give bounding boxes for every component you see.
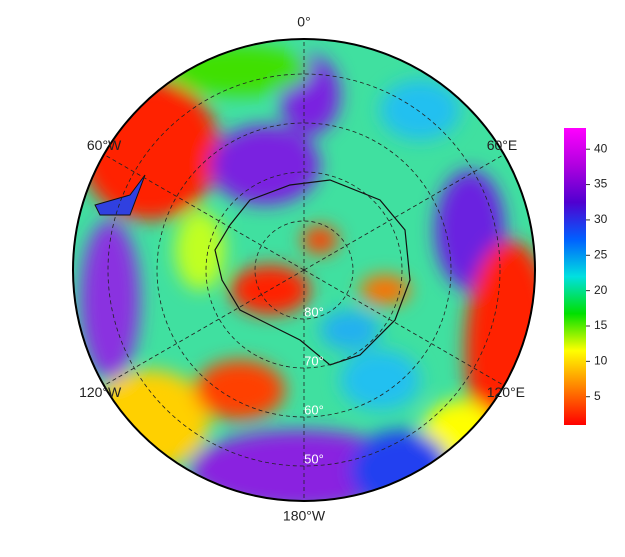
map-border xyxy=(72,38,536,502)
colorbar-tick-label: 15 xyxy=(594,318,608,332)
latitude-label: 70° xyxy=(304,353,324,368)
colorbar-tick-label: 10 xyxy=(594,354,608,368)
latitude-label: 80° xyxy=(304,304,324,319)
latitude-circle xyxy=(156,122,452,418)
longitude-label: 120°W xyxy=(79,384,122,400)
latitude-label: 60° xyxy=(304,402,324,417)
longitude-label: 180°W xyxy=(283,508,326,524)
latitude-circle xyxy=(107,73,501,467)
labels: 80° 70° 60° 50° 0° 60°E 120°E 180°W 120°W 60°W xyxy=(79,14,525,524)
colorbar-tick-label: 5 xyxy=(594,389,601,403)
colorbar-tick-label: 25 xyxy=(594,247,608,261)
longitude-label: 0° xyxy=(297,14,310,30)
longitude-label: 60°E xyxy=(487,137,518,153)
latitude-label: 50° xyxy=(304,451,324,466)
graticule xyxy=(103,39,505,501)
latitude-circle xyxy=(205,171,403,369)
colorbar-tick-label: 30 xyxy=(594,212,608,226)
meridian-line xyxy=(103,154,305,271)
latitude-circle xyxy=(254,220,354,320)
colorbar-tick-label: 35 xyxy=(594,177,608,191)
colorbar: 5 10 15 20 25 30 35 40 xyxy=(564,128,608,425)
colorbar-scale xyxy=(564,128,586,425)
data-field xyxy=(73,39,535,501)
longitude-label: 120°E xyxy=(487,384,525,400)
meridian-line xyxy=(103,269,305,386)
meridian-line xyxy=(303,154,505,271)
meridian-line xyxy=(303,269,505,386)
colorbar-tick-label: 40 xyxy=(594,141,608,155)
colorbar-tick-label: 20 xyxy=(594,283,608,297)
longitude-label: 60°W xyxy=(87,137,122,153)
